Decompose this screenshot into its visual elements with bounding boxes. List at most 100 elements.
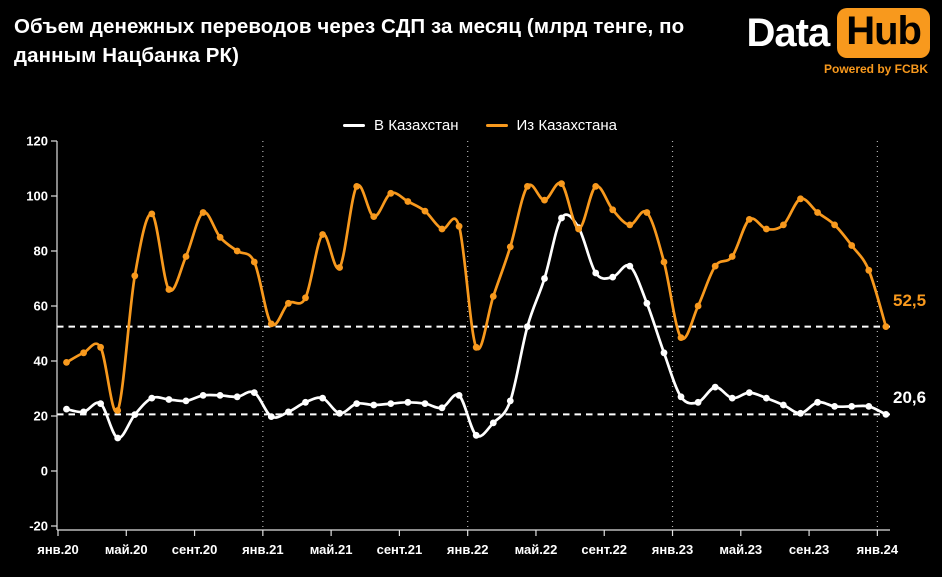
legend-line-swatch-orange	[485, 124, 508, 127]
data-point-marker	[250, 389, 258, 396]
data-point-marker	[455, 222, 463, 230]
svg-text:янв.20: янв.20	[37, 542, 79, 557]
data-point-marker	[63, 405, 70, 413]
data-point-marker	[626, 262, 634, 270]
data-point-marker	[63, 359, 70, 366]
data-point-marker	[387, 189, 395, 197]
data-point-marker	[865, 266, 873, 274]
series-line	[65, 181, 888, 414]
data-point-marker	[250, 258, 258, 266]
data-point-marker	[558, 214, 565, 222]
data-point-marker	[660, 349, 668, 357]
data-point-marker	[882, 323, 890, 330]
data-point-marker	[797, 195, 804, 203]
data-point-marker	[404, 198, 412, 205]
data-point-marker	[489, 419, 497, 427]
data-point-marker	[609, 206, 617, 214]
data-point-marker	[763, 394, 770, 402]
data-point-marker	[319, 394, 326, 402]
data-point-marker	[711, 262, 719, 270]
data-point-marker	[353, 400, 361, 407]
data-point-marker	[780, 221, 787, 229]
data-point-marker	[370, 213, 378, 221]
data-point-marker	[711, 383, 719, 391]
data-point-marker	[609, 273, 617, 281]
data-point-marker	[541, 196, 548, 204]
y-axis-labels: 120 100 80 60 40 20 0 -20	[26, 134, 57, 534]
data-point-marker	[694, 302, 702, 310]
legend-line-swatch-white	[343, 124, 366, 127]
data-point-marker	[370, 401, 378, 409]
data-point-marker	[131, 272, 139, 280]
data-point-marker	[882, 411, 890, 418]
svg-text:100: 100	[26, 189, 48, 204]
data-point-marker	[848, 242, 856, 249]
data-point-marker	[626, 221, 634, 229]
data-point-marker	[831, 221, 838, 229]
data-point-marker	[728, 394, 736, 402]
svg-text:80: 80	[34, 244, 48, 259]
data-point-marker	[797, 409, 804, 417]
svg-text:60: 60	[34, 299, 48, 314]
data-point-marker	[97, 400, 104, 407]
data-point-marker	[472, 431, 480, 439]
data-point-marker	[182, 397, 190, 405]
data-point-marker	[660, 258, 668, 266]
data-point-marker	[506, 397, 514, 405]
data-point-marker	[472, 343, 480, 351]
data-point-marker	[677, 393, 685, 401]
data-point-marker	[233, 247, 241, 255]
data-point-marker	[506, 243, 514, 251]
data-point-marker	[336, 409, 343, 417]
data-point-marker	[763, 225, 770, 233]
data-point-marker	[592, 183, 600, 190]
data-point-marker	[694, 398, 702, 406]
svg-text:май.20: май.20	[105, 542, 148, 557]
svg-text:янв.23: янв.23	[652, 542, 694, 557]
data-point-marker	[80, 349, 87, 357]
svg-text:20: 20	[34, 409, 48, 424]
data-point-marker	[745, 216, 753, 223]
data-point-marker	[524, 323, 531, 330]
data-point-marker	[353, 183, 361, 190]
data-point-marker	[148, 210, 156, 218]
svg-text:май.22: май.22	[515, 542, 558, 557]
data-point-marker	[848, 403, 856, 410]
data-point-marker	[404, 398, 412, 406]
axes	[56, 141, 890, 531]
svg-text:0: 0	[41, 464, 48, 479]
svg-text:янв.22: янв.22	[447, 542, 489, 557]
data-point-marker	[131, 411, 139, 418]
data-point-marker	[216, 392, 224, 399]
svg-text:40: 40	[34, 354, 48, 369]
data-point-marker	[182, 253, 190, 260]
logo-text-hub: Hub	[837, 8, 930, 58]
data-point-marker	[438, 404, 446, 412]
data-point-marker	[558, 180, 565, 188]
legend-item-v-kazakhstan[interactable]: В Казахстан	[343, 117, 459, 134]
value-label-into-kazakhstan: 20,6	[893, 388, 927, 407]
svg-text:сент.20: сент.20	[172, 542, 218, 557]
legend-label: В Казахстан	[374, 117, 459, 134]
data-point-marker	[148, 394, 156, 402]
data-point-marker	[114, 434, 122, 442]
data-point-marker	[677, 334, 685, 341]
series-iz-kazakhstana	[63, 180, 890, 414]
data-point-marker	[438, 225, 446, 233]
datahub-logo-row: Data Hub	[747, 8, 930, 58]
data-point-marker	[524, 183, 531, 190]
legend-label: Из Казахстана	[516, 117, 617, 134]
data-point-marker	[199, 392, 207, 399]
data-point-marker	[165, 286, 173, 293]
svg-text:янв.21: янв.21	[242, 542, 284, 557]
svg-text:120: 120	[26, 134, 48, 149]
data-point-marker	[421, 207, 429, 215]
legend-item-iz-kazakhstana[interactable]: Из Казахстана	[485, 117, 617, 134]
logo-text-data: Data	[746, 10, 831, 55]
data-point-marker	[97, 343, 104, 351]
data-point-marker	[421, 400, 429, 407]
data-point-marker	[302, 398, 309, 406]
data-point-marker	[780, 401, 787, 409]
